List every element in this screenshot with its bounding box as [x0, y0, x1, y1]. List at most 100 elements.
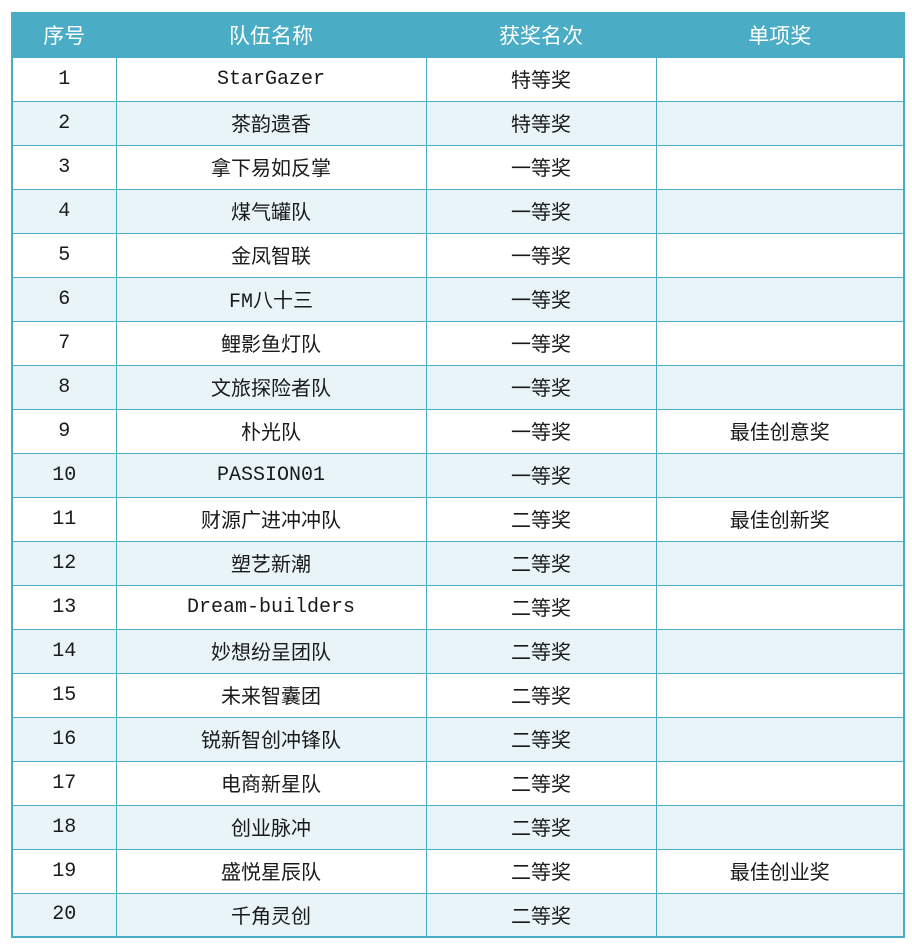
cell-special-award [655, 672, 905, 718]
cell-special-award [655, 56, 905, 102]
cell-special-award [655, 540, 905, 586]
table-row: 19 盛悦星辰队 二等奖 最佳创业奖 [11, 848, 905, 894]
cell-index: 7 [11, 320, 117, 366]
cell-special-award [655, 584, 905, 630]
cell-index: 2 [11, 100, 117, 146]
cell-special-award: 最佳创意奖 [655, 408, 905, 454]
awards-table: 序号 队伍名称 获奖名次 单项奖 1 StarGazer 特等奖 2 茶韵遗香 特等奖 3 拿… [11, 12, 905, 938]
cell-index: 14 [11, 628, 117, 674]
column-header-special-award: 单项奖 [655, 12, 905, 58]
table-row: 14 妙想纷呈团队 二等奖 [11, 628, 905, 674]
cell-special-award [655, 452, 905, 498]
table-row: 5 金凤智联 一等奖 [11, 232, 905, 278]
table-row: 12 塑艺新潮 二等奖 [11, 540, 905, 586]
cell-index: 5 [11, 232, 117, 278]
cell-index: 18 [11, 804, 117, 850]
cell-team-name: 金凤智联 [115, 232, 427, 278]
cell-team-name: StarGazer [115, 56, 427, 102]
cell-team-name: FM八十三 [115, 276, 427, 322]
table-row: 6 FM八十三 一等奖 [11, 276, 905, 322]
cell-special-award [655, 804, 905, 850]
table-body: 1 StarGazer 特等奖 2 茶韵遗香 特等奖 3 拿下易如反掌 一等奖 4 煤气罐队 一等奖 5… [11, 56, 905, 938]
cell-team-name: 财源广进冲冲队 [115, 496, 427, 542]
cell-team-name: 盛悦星辰队 [115, 848, 427, 894]
cell-award-rank: 一等奖 [425, 452, 657, 498]
cell-award-rank: 特等奖 [425, 100, 657, 146]
cell-team-name: 千角灵创 [115, 892, 427, 938]
cell-team-name: 塑艺新潮 [115, 540, 427, 586]
cell-award-rank: 特等奖 [425, 56, 657, 102]
cell-award-rank: 二等奖 [425, 540, 657, 586]
table-row: 8 文旅探险者队 一等奖 [11, 364, 905, 410]
cell-index: 19 [11, 848, 117, 894]
cell-special-award [655, 760, 905, 806]
cell-index: 12 [11, 540, 117, 586]
cell-special-award [655, 188, 905, 234]
table-row: 2 茶韵遗香 特等奖 [11, 100, 905, 146]
cell-index: 4 [11, 188, 117, 234]
table-row: 3 拿下易如反掌 一等奖 [11, 144, 905, 190]
cell-index: 15 [11, 672, 117, 718]
cell-special-award [655, 892, 905, 938]
cell-index: 11 [11, 496, 117, 542]
cell-index: 6 [11, 276, 117, 322]
cell-award-rank: 二等奖 [425, 760, 657, 806]
cell-index: 10 [11, 452, 117, 498]
cell-team-name: 茶韵遗香 [115, 100, 427, 146]
table-row: 15 未来智囊团 二等奖 [11, 672, 905, 718]
cell-team-name: 鲤影鱼灯队 [115, 320, 427, 366]
header-row: 序号 队伍名称 获奖名次 单项奖 [11, 12, 905, 58]
cell-special-award [655, 144, 905, 190]
cell-award-rank: 二等奖 [425, 716, 657, 762]
cell-award-rank: 二等奖 [425, 804, 657, 850]
cell-award-rank: 二等奖 [425, 848, 657, 894]
cell-special-award [655, 716, 905, 762]
cell-special-award: 最佳创业奖 [655, 848, 905, 894]
table-row: 13 Dream-builders 二等奖 [11, 584, 905, 630]
cell-award-rank: 一等奖 [425, 144, 657, 190]
cell-index: 16 [11, 716, 117, 762]
table-header: 序号 队伍名称 获奖名次 单项奖 [11, 12, 905, 58]
table-row: 9 朴光队 一等奖 最佳创意奖 [11, 408, 905, 454]
cell-team-name: 拿下易如反掌 [115, 144, 427, 190]
cell-award-rank: 一等奖 [425, 320, 657, 366]
cell-special-award [655, 628, 905, 674]
cell-index: 13 [11, 584, 117, 630]
table-row: 4 煤气罐队 一等奖 [11, 188, 905, 234]
cell-team-name: 锐新智创冲锋队 [115, 716, 427, 762]
table-row: 7 鲤影鱼灯队 一等奖 [11, 320, 905, 366]
cell-index: 8 [11, 364, 117, 410]
cell-team-name: 文旅探险者队 [115, 364, 427, 410]
cell-special-award [655, 364, 905, 410]
table-row: 16 锐新智创冲锋队 二等奖 [11, 716, 905, 762]
table-row: 18 创业脉冲 二等奖 [11, 804, 905, 850]
column-header-team-name: 队伍名称 [115, 12, 427, 58]
cell-special-award: 最佳创新奖 [655, 496, 905, 542]
cell-team-name: Dream-builders [115, 584, 427, 630]
cell-team-name: 煤气罐队 [115, 188, 427, 234]
cell-award-rank: 一等奖 [425, 364, 657, 410]
cell-award-rank: 一等奖 [425, 276, 657, 322]
table-row: 1 StarGazer 特等奖 [11, 56, 905, 102]
cell-team-name: 妙想纷呈团队 [115, 628, 427, 674]
column-header-index: 序号 [11, 12, 117, 58]
cell-special-award [655, 232, 905, 278]
cell-special-award [655, 276, 905, 322]
column-header-award-rank: 获奖名次 [425, 12, 657, 58]
table-row: 11 财源广进冲冲队 二等奖 最佳创新奖 [11, 496, 905, 542]
cell-team-name: 未来智囊团 [115, 672, 427, 718]
table-row: 10 PASSION01 一等奖 [11, 452, 905, 498]
cell-team-name: 电商新星队 [115, 760, 427, 806]
cell-award-rank: 二等奖 [425, 892, 657, 938]
cell-award-rank: 二等奖 [425, 672, 657, 718]
cell-index: 9 [11, 408, 117, 454]
cell-award-rank: 一等奖 [425, 408, 657, 454]
cell-special-award [655, 100, 905, 146]
table-row: 17 电商新星队 二等奖 [11, 760, 905, 806]
cell-special-award [655, 320, 905, 366]
table-row: 20 千角灵创 二等奖 [11, 892, 905, 938]
cell-index: 3 [11, 144, 117, 190]
cell-award-rank: 二等奖 [425, 496, 657, 542]
cell-award-rank: 一等奖 [425, 188, 657, 234]
